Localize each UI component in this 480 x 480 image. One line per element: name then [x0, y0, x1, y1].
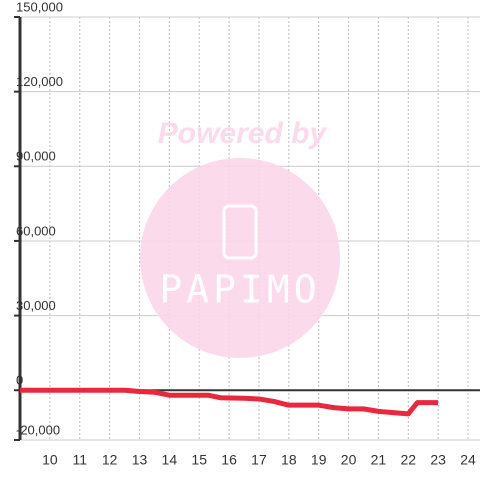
x-tick-label: 16 [221, 452, 237, 468]
x-tick-label: 20 [341, 452, 357, 468]
y-tick-label: 30,000 [16, 298, 56, 313]
y-tick-label: 150,000 [16, 0, 63, 14]
watermark-text: Powered by [158, 117, 328, 150]
line-series [20, 387, 439, 417]
x-tick-label: 24 [460, 452, 476, 468]
x-tick-label: 18 [281, 452, 297, 468]
watermark: Powered by PAPIMO [140, 117, 340, 358]
x-tick-label: 12 [102, 452, 118, 468]
y-tick-label: 90,000 [16, 149, 56, 164]
x-tick-label: 23 [430, 452, 446, 468]
watermark-logo: PAPIMO [159, 268, 320, 312]
x-tick-label: 13 [132, 452, 148, 468]
x-tick-label: 21 [371, 452, 387, 468]
x-tick-label: 19 [311, 452, 327, 468]
x-tick-label: 15 [191, 452, 207, 468]
x-tick-label: 22 [401, 452, 417, 468]
x-tick-label: 17 [251, 452, 267, 468]
y-tick-label: -20,000 [16, 422, 60, 437]
y-tick-label: 60,000 [16, 223, 56, 238]
watermark-phone [222, 204, 258, 260]
y-tick-label: 120,000 [16, 74, 63, 89]
x-tick-label: 11 [72, 452, 87, 468]
x-tick-label: 14 [162, 452, 178, 468]
x-tick-label: 10 [42, 452, 58, 468]
